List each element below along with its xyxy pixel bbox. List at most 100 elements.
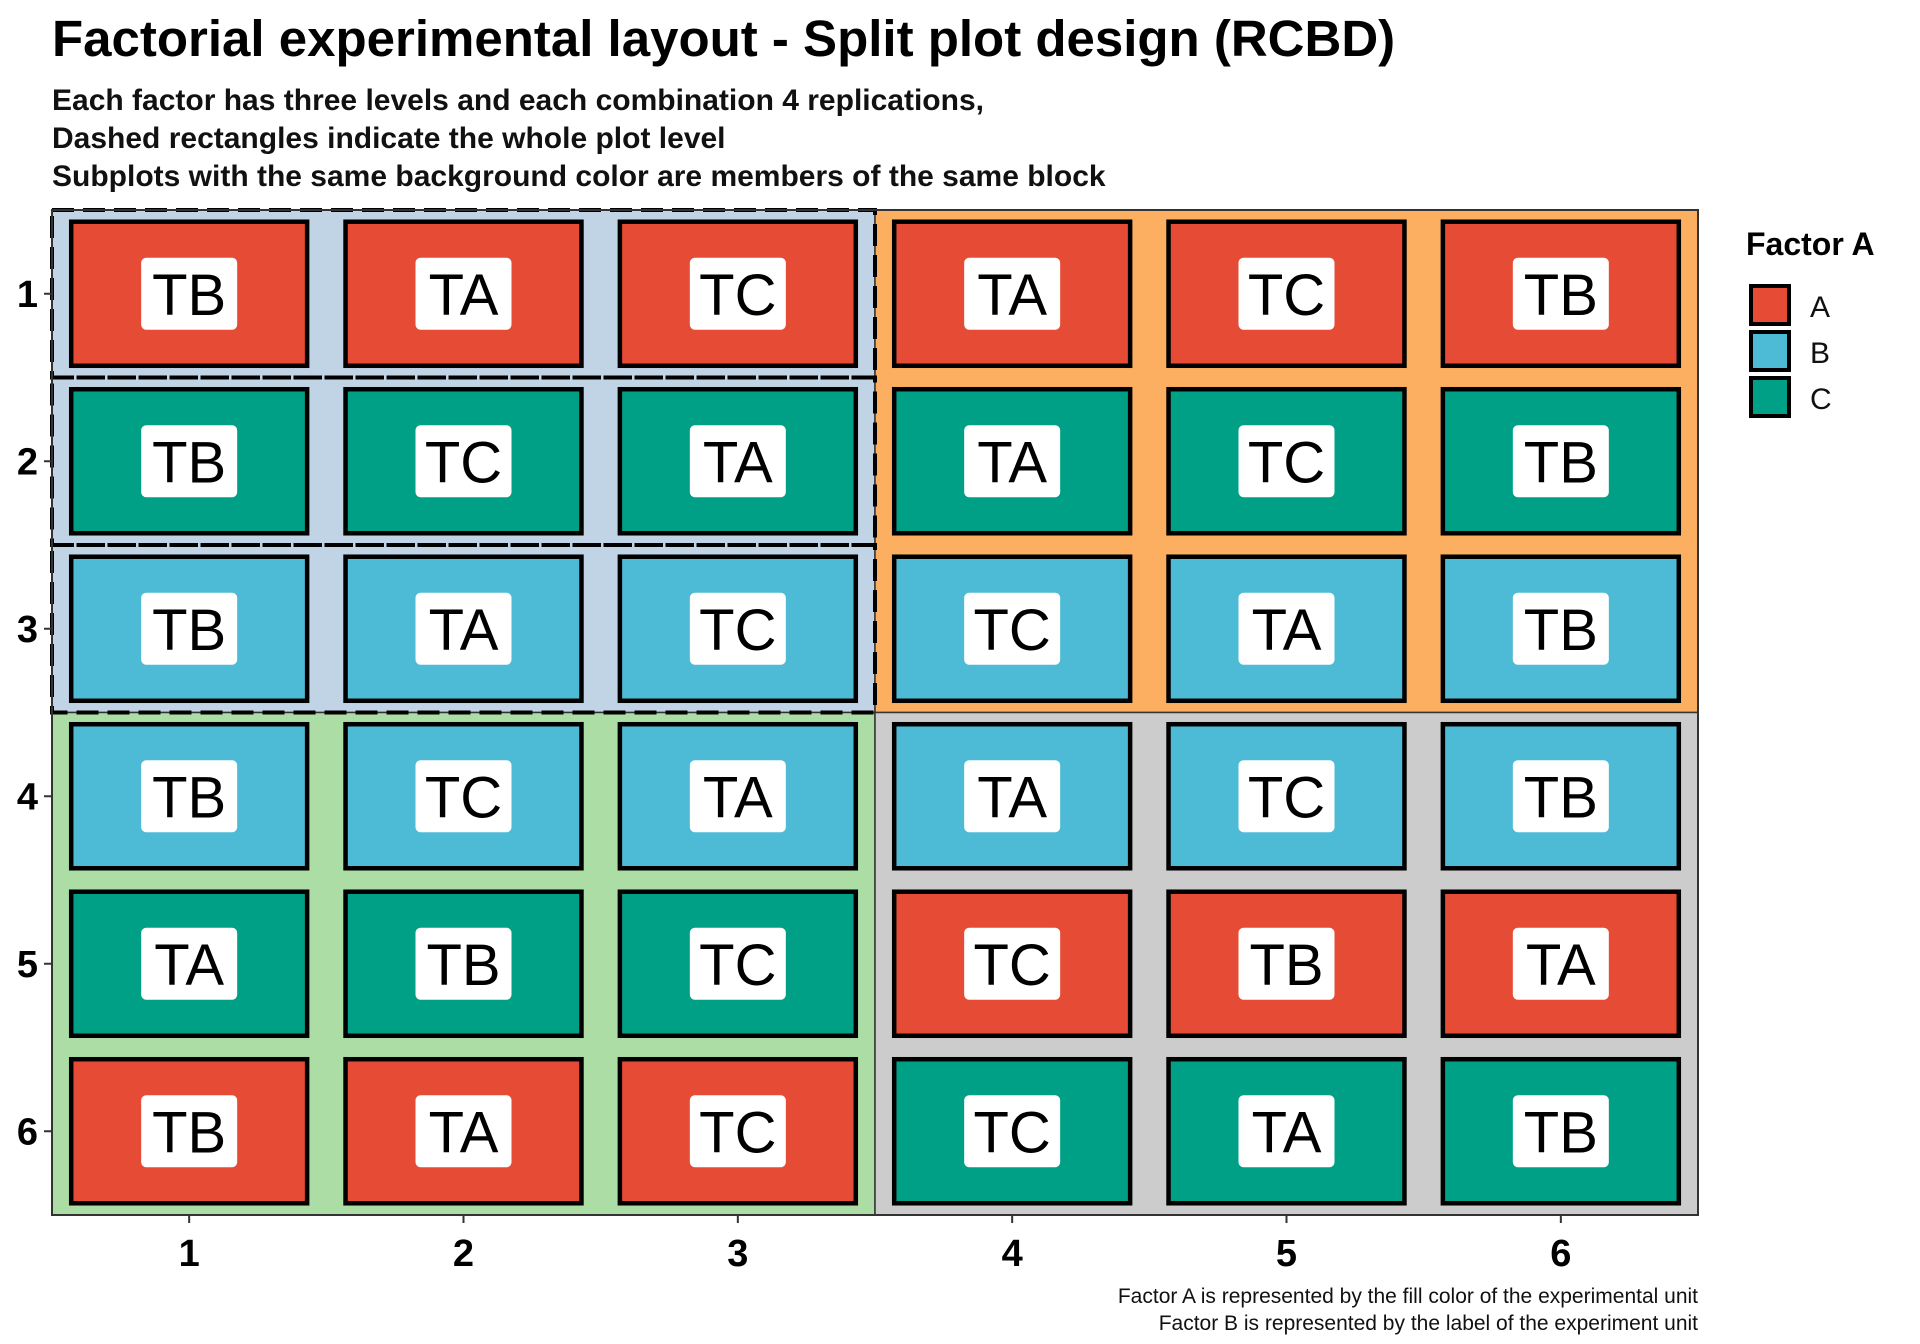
experimental-unit-r3-c6: TB — [1440, 554, 1682, 704]
unit-label: TC — [699, 933, 776, 998]
unit-label-box — [415, 257, 512, 330]
unit-label-box — [141, 927, 238, 1000]
unit-label-box — [964, 760, 1061, 833]
unit-label: TA — [154, 933, 224, 998]
experimental-unit-r3-c4: TC — [891, 554, 1133, 704]
legend-items: ABC — [1749, 284, 1832, 418]
panel-border — [51, 209, 1699, 1216]
legend-item-b: B — [1749, 330, 1830, 372]
unit-label: TA — [977, 263, 1047, 328]
experimental-unit-r5-c1: TA — [68, 889, 310, 1039]
experimental-unit-r1-c5: TC — [1166, 219, 1407, 369]
unit-label: TA — [1252, 598, 1322, 663]
unit-label: TB — [1524, 598, 1598, 663]
experimental-unit-r3-c1: TB — [68, 554, 310, 704]
experimental-unit-r5-c2: TB — [343, 889, 584, 1039]
unit-label: TC — [1248, 765, 1325, 830]
experimental-unit-r6-c4: TC — [891, 1056, 1133, 1206]
legend-item-c: C — [1749, 376, 1832, 418]
experimental-unit-r4-c5: TC — [1166, 721, 1407, 871]
unit-label: TB — [152, 1100, 226, 1165]
unit-label-box — [415, 927, 512, 1000]
unit-label-box — [964, 927, 1061, 1000]
y-axis: 1 2 3 4 5 6 — [17, 274, 52, 1153]
experimental-unit-r6-c2: TA — [343, 1056, 584, 1206]
caption-line-2: Factor B is represented by the label of … — [1159, 1312, 1698, 1335]
legend-item-a: A — [1749, 284, 1830, 326]
unit-label-box — [964, 425, 1061, 498]
unit-label: TC — [974, 1100, 1051, 1165]
unit-label: TC — [1248, 430, 1325, 495]
unit-label-box — [141, 760, 238, 833]
unit-label-box — [1512, 927, 1609, 1000]
experimental-unit-r2-c5: TC — [1166, 386, 1407, 536]
legend-swatch — [1749, 376, 1791, 418]
experimental-unit-r1-c6: TB — [1440, 219, 1682, 369]
experimental-unit-r5-c5: TB — [1166, 889, 1407, 1039]
unit-label: TB — [152, 430, 226, 495]
unit-label-box — [689, 257, 786, 330]
unit-label: TC — [974, 598, 1051, 663]
unit-label: TB — [1524, 430, 1598, 495]
experimental-unit-r6-c6: TB — [1440, 1056, 1682, 1206]
experimental-unit-r2-c2: TC — [343, 386, 584, 536]
experimental-unit-r6-c3: TC — [617, 1056, 859, 1206]
x-tick-label: 4 — [1002, 1233, 1023, 1275]
unit-label: TB — [152, 263, 226, 328]
unit-label-box — [141, 425, 238, 498]
unit-label: TC — [425, 765, 502, 830]
unit-label: TB — [426, 933, 500, 998]
y-tick-label: 5 — [17, 944, 38, 986]
unit-label: TB — [1249, 933, 1323, 998]
unit-label: TB — [1524, 1100, 1598, 1165]
unit-label-box — [1512, 592, 1609, 665]
unit-label-box — [1238, 927, 1335, 1000]
experimental-unit-r1-c1: TB — [68, 219, 310, 369]
unit-label-box — [415, 1095, 512, 1168]
unit-label: TA — [429, 598, 499, 663]
unit-label: TC — [425, 430, 502, 495]
unit-label-box — [964, 592, 1061, 665]
experimental-unit-r4-c6: TB — [1440, 721, 1682, 871]
y-tick-label: 2 — [17, 441, 38, 483]
experimental-unit-r6-c1: TB — [68, 1056, 310, 1206]
unit-label-box — [415, 760, 512, 833]
unit-label: TB — [152, 765, 226, 830]
y-tick-label: 1 — [17, 274, 38, 316]
unit-label-box — [415, 592, 512, 665]
experimental-unit-r1-c4: TA — [891, 219, 1133, 369]
unit-label: TC — [974, 933, 1051, 998]
experimental-unit-r5-c6: TA — [1440, 889, 1682, 1039]
unit-label-box — [1238, 592, 1335, 665]
unit-fill — [617, 721, 859, 871]
experimental-unit-r1-c2: TA — [343, 219, 584, 369]
experimental-unit-r5-c3: TC — [617, 889, 859, 1039]
unit-label-box — [141, 592, 238, 665]
unit-label-box — [689, 760, 786, 833]
unit-label: TA — [977, 430, 1047, 495]
unit-label-box — [964, 1095, 1061, 1168]
x-tick-label: 3 — [727, 1233, 748, 1275]
unit-label-box — [1238, 425, 1335, 498]
unit-label-box — [1512, 425, 1609, 498]
unit-label-box — [689, 1095, 786, 1168]
experimental-unit-r3-c5: TA — [1166, 554, 1407, 704]
unit-label-box — [141, 1095, 238, 1168]
legend-label: C — [1810, 383, 1832, 416]
experimental-unit-r1-c3: TC — [617, 219, 859, 369]
unit-fill — [68, 1056, 310, 1206]
experimental-unit-r4-c3: TA — [617, 721, 859, 871]
experimental-unit-r5-c4: TC — [891, 889, 1133, 1039]
unit-label: TA — [703, 765, 773, 830]
unit-label-box — [1512, 760, 1609, 833]
experimental-unit-r4-c1: TB — [68, 721, 310, 871]
legend-label: A — [1810, 291, 1830, 324]
unit-label: TC — [699, 598, 776, 663]
unit-label-box — [415, 425, 512, 498]
unit-label: TB — [1524, 765, 1598, 830]
unit-label-box — [1512, 257, 1609, 330]
unit-label: TC — [699, 263, 776, 328]
chart-title: Factorial experimental layout - Split pl… — [52, 10, 1395, 67]
unit-label: TA — [703, 430, 773, 495]
